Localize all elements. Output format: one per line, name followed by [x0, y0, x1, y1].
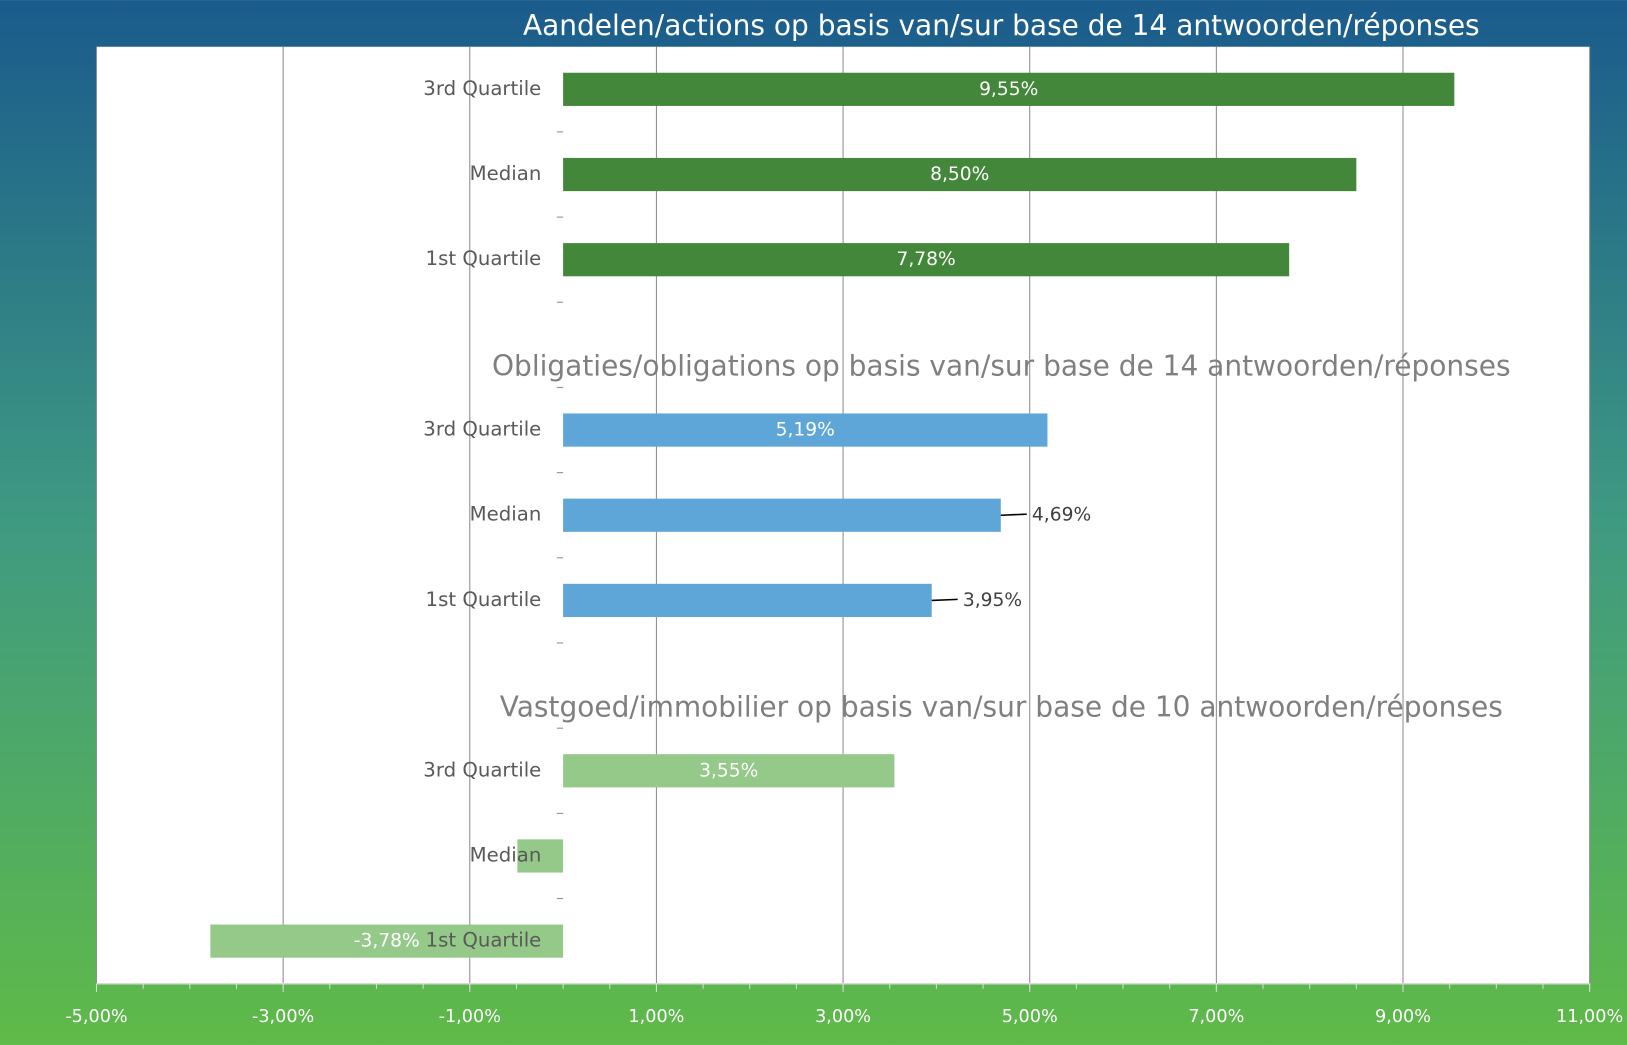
value-label: 5,19% [776, 420, 835, 441]
group-title: Obligaties/obligations op basis van/sur … [492, 350, 1511, 383]
x-tick-label: -1,00% [439, 1007, 501, 1027]
group-title: Vastgoed/immobilier op basis van/sur bas… [500, 690, 1503, 723]
leader-line [1000, 513, 1027, 517]
leader-line [931, 598, 958, 602]
category-label: 3rd Quartile [423, 77, 541, 100]
bar [563, 157, 1357, 192]
x-tick-label: -3,00% [252, 1007, 314, 1027]
bar [563, 243, 1290, 277]
category-label: 1st Quartile [426, 588, 542, 611]
group-title: Aandelen/actions op basis van/sur base d… [523, 9, 1480, 42]
value-label: -3,78% [354, 931, 420, 952]
x-tick-label: 7,00% [1188, 1007, 1244, 1027]
bar [563, 413, 1048, 447]
category-label: Median [470, 162, 542, 185]
bar [563, 72, 1455, 106]
bar [210, 924, 564, 958]
category-label: 3rd Quartile [423, 758, 541, 781]
x-tick-label: 9,00% [1375, 1007, 1431, 1027]
value-label: 8,50% [930, 164, 989, 185]
category-label: 1st Quartile [426, 247, 542, 270]
value-label: 3,95% [963, 590, 1022, 611]
value-label: 4,69% [1032, 505, 1091, 526]
bar [563, 754, 895, 788]
value-label: 3,55% [699, 760, 758, 781]
x-tick-label: 5,00% [1002, 1007, 1058, 1027]
category-label: Median [470, 843, 542, 866]
x-tick-label: -5,00% [65, 1007, 127, 1027]
value-label: 7,78% [896, 249, 955, 270]
category-label: 1st Quartile [426, 929, 542, 952]
bar [563, 498, 1001, 532]
x-tick-label: 1,00% [628, 1007, 684, 1027]
category-label: 3rd Quartile [423, 418, 541, 441]
bar [563, 583, 932, 618]
bar [517, 839, 564, 873]
x-tick-label: 3,00% [815, 1007, 871, 1027]
value-label: 9,55% [979, 79, 1038, 100]
category-label: Median [470, 503, 542, 526]
x-tick-label: 11,00% [1556, 1007, 1623, 1027]
